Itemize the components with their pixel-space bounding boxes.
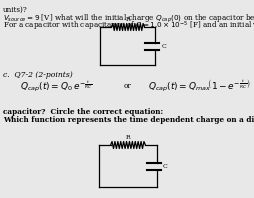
Text: $V_{source}=9$ [V] what will the initial charge $Q_{cap}(0)$ on the capacitor be: $V_{source}=9$ [V] what will the initial… xyxy=(3,13,254,25)
Text: or: or xyxy=(124,82,131,90)
Text: capacitor?  Circle the correct equation:: capacitor? Circle the correct equation: xyxy=(3,108,163,116)
Text: $Q_{cap}(t) = Q_0\,e^{-\frac{t}{RC}}$: $Q_{cap}(t) = Q_0\,e^{-\frac{t}{RC}}$ xyxy=(20,78,92,94)
Text: units)?: units)? xyxy=(3,6,28,14)
Text: Which function represents the time dependent charge on a discharging: Which function represents the time depen… xyxy=(3,116,254,124)
Text: C: C xyxy=(161,44,166,49)
Text: R: R xyxy=(125,135,130,140)
Text: C: C xyxy=(162,164,167,168)
Text: $Q_{cap}(t) = Q_{max}\!\left(1 - e^{-\frac{t}{RC}}\right)$: $Q_{cap}(t) = Q_{max}\!\left(1 - e^{-\fr… xyxy=(147,78,250,94)
Text: c.  Q7-2 (2-points): c. Q7-2 (2-points) xyxy=(3,71,72,79)
Text: For a capacitor with capacitance of $C=1.0\times10^{-5}$ [F] and an initial volt: For a capacitor with capacitance of $C=1… xyxy=(3,20,254,33)
Text: R: R xyxy=(125,17,130,22)
